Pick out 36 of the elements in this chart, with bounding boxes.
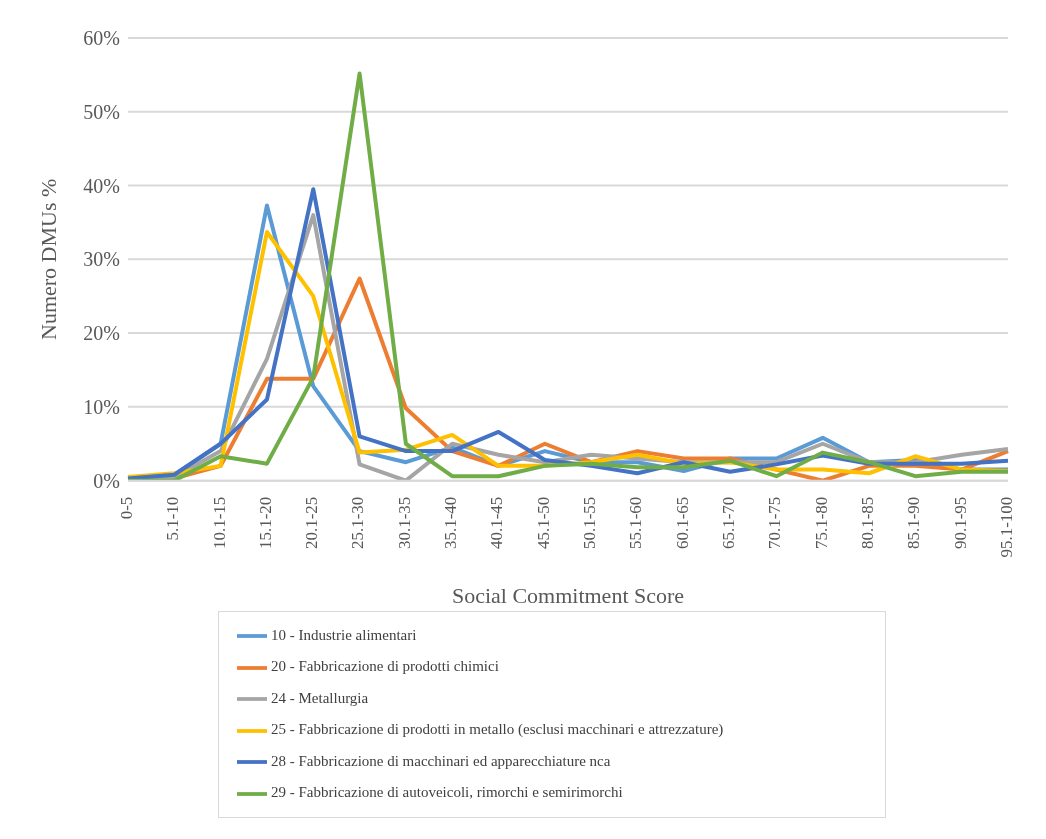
y-tick-label: 30% (83, 248, 120, 271)
x-tick-label: 35.1-40 (441, 496, 461, 550)
x-tick-label: 15.1-20 (255, 496, 275, 550)
line-series (126, 71, 1010, 481)
x-tick-label: 55.1-60 (626, 496, 646, 550)
legend-label: 29 - Fabbricazione di autoveicoli, rimorchi e semirimorchi (271, 784, 623, 801)
y-axis-title: Numero DMUs % (35, 178, 61, 340)
legend-label: 28 - Fabbricazione di macchinari ed apparecchiature nca (271, 752, 611, 769)
x-tick-label: 25.1-30 (348, 496, 368, 550)
legend-label: 24 - Metallurgia (271, 689, 369, 706)
x-tick-label: 5.1-10 (163, 496, 183, 541)
y-tick-label: 10% (83, 395, 120, 418)
x-tick-label: 60.1-65 (672, 496, 692, 550)
x-tick-label: 95.1-100 (996, 496, 1016, 558)
x-tick-label: 70.1-75 (765, 496, 785, 550)
y-tick-label: 40% (83, 174, 120, 197)
x-tick-label: 20.1-25 (302, 496, 322, 550)
x-tick-label: 85.1-90 (904, 496, 924, 550)
x-tick-label: 50.1-55 (580, 496, 600, 550)
x-tick-label: 65.1-70 (719, 496, 739, 550)
x-tick-label: 75.1-80 (811, 496, 831, 550)
legend-label: 10 - Industrie alimentari (271, 626, 417, 643)
legend-label: 20 - Fabbricazione di prodotti chimici (271, 658, 499, 675)
y-tick-label: 0% (93, 469, 120, 492)
y-tick-label: 60% (83, 27, 120, 50)
y-tick-label: 50% (83, 100, 120, 123)
x-tick-label: 40.1-45 (487, 496, 507, 550)
x-tick-label: 0-5 (116, 496, 136, 520)
legend-label: 25 - Fabbricazione di prodotti in metallo (esclusi macchinari e attrezzature) (271, 721, 724, 738)
x-tick-label: 90.1-95 (950, 496, 970, 550)
x-tick-label: 10.1-15 (209, 496, 229, 550)
x-tick-label: 30.1-35 (394, 496, 414, 550)
x-tick-label: 45.1-50 (533, 496, 553, 550)
x-tick-label: 80.1-85 (857, 496, 877, 550)
x-axis-title: Social Commitment Score (451, 582, 685, 608)
y-tick-label: 20% (83, 322, 120, 345)
